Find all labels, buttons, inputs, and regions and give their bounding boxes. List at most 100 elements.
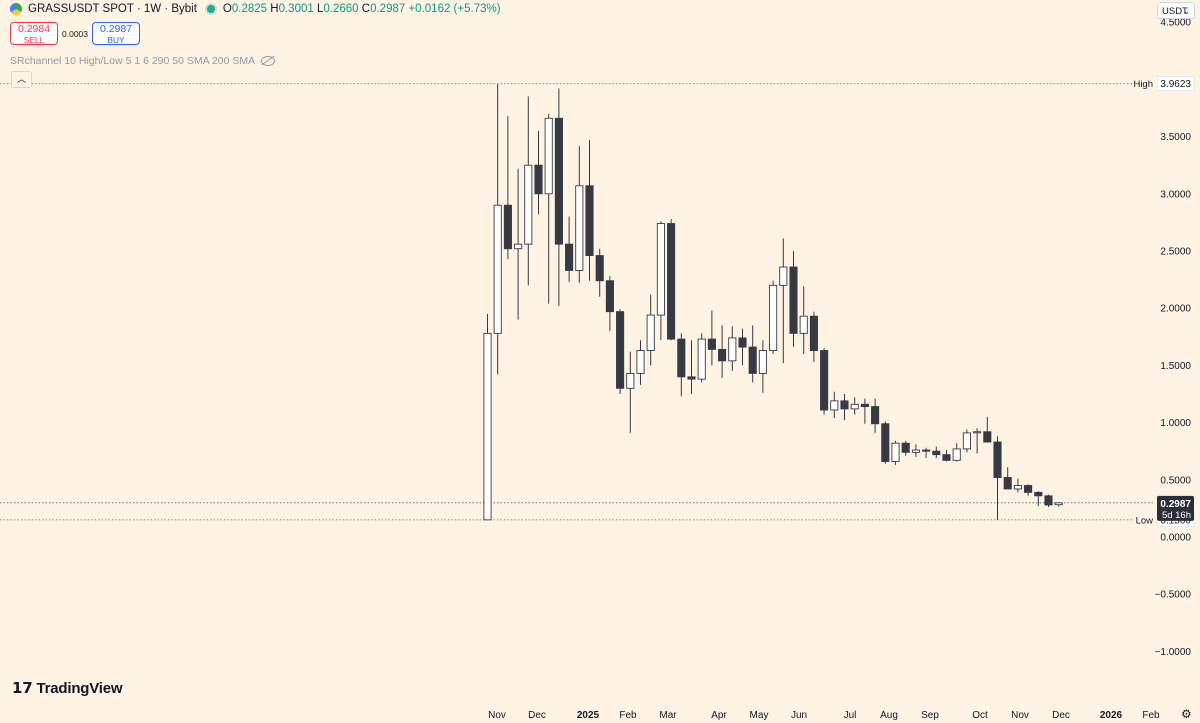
countdown-value: 5d 16h: [1162, 510, 1191, 521]
candle: [493, 83, 502, 375]
candle: [952, 443, 961, 462]
y-tick-label: −1.0000: [1155, 647, 1192, 658]
candle: [565, 216, 574, 282]
candle: [942, 450, 951, 462]
candle-body-down: [616, 311, 625, 389]
candle-body-up: [769, 284, 778, 351]
candle: [993, 436, 1002, 520]
chart-header: GRASSUSDT SPOT · 1W · Bybit O0.2825 H0.3…: [10, 3, 501, 15]
currency-selector[interactable]: USDT ⌄: [1157, 2, 1195, 19]
candle: [769, 280, 778, 354]
eye-hidden-icon[interactable]: [261, 56, 276, 66]
market-status-icon: [206, 5, 215, 13]
indicator-legend[interactable]: SRchannel 10 High/Low 5 1 6 290 50 SMA 2…: [10, 55, 276, 67]
candle: [646, 294, 655, 366]
candle: [830, 391, 839, 419]
y-tick-label: 3.0000: [1160, 189, 1191, 200]
candle: [891, 440, 900, 465]
high-value: 0.3001: [278, 3, 314, 15]
candle-body-down: [687, 376, 696, 380]
candle-body-down: [565, 243, 574, 271]
y-tick-label: −0.5000: [1155, 590, 1192, 601]
candle-body-up: [483, 332, 492, 521]
close-value: 0.2987: [370, 3, 406, 15]
x-tick-label: Dec: [1052, 710, 1070, 721]
x-tick-label: Dec: [528, 710, 546, 721]
candle: [687, 340, 696, 394]
candle-body-down: [922, 449, 931, 452]
tradingview-mark-icon: 𝟭𝟳: [12, 680, 33, 697]
symbol-logo-icon: [10, 3, 22, 15]
candle: [983, 416, 992, 443]
x-tick-label: Jul: [844, 710, 857, 721]
symbol-title[interactable]: GRASSUSDT SPOT · 1W · Bybit: [28, 3, 197, 15]
collapse-legend-button[interactable]: ︿: [11, 71, 32, 88]
candle: [554, 88, 563, 306]
low-marker-label-bg: [1132, 512, 1156, 527]
x-tick-label: Nov: [1011, 710, 1029, 721]
chevron-down-icon: ⌄: [1183, 7, 1190, 16]
candle: [483, 313, 492, 521]
candle-body-up: [952, 448, 961, 461]
x-tick-label: May: [750, 710, 769, 721]
y-tick-label: 2.0000: [1160, 304, 1191, 315]
candles: [483, 83, 1063, 521]
candle-body-down: [942, 454, 951, 461]
current-price-tag-bg: [1157, 495, 1194, 521]
candle-body-up: [779, 266, 788, 286]
sell-button[interactable]: 0.2984 SELL: [10, 22, 58, 45]
candle: [932, 446, 941, 459]
low-marker-label: Low: [1136, 515, 1154, 526]
buy-price: 0.2987: [99, 23, 133, 35]
high-marker-label: High: [1133, 79, 1153, 90]
candle: [973, 428, 982, 454]
y-tick-label: 2.5000: [1160, 247, 1191, 258]
candle-body-down: [554, 117, 563, 245]
candle-body-down: [503, 204, 512, 250]
candle-body-up: [830, 400, 839, 411]
chevron-up-icon: ︿: [16, 74, 26, 84]
candle: [901, 440, 910, 456]
buy-button[interactable]: 0.2987 BUY: [92, 22, 140, 45]
x-tick-label: Aug: [880, 710, 898, 721]
candle-body-up: [962, 432, 971, 450]
candle-body-up: [514, 243, 523, 250]
close-label: C: [361, 3, 371, 15]
candle-body-up: [646, 314, 655, 351]
candle-body-down: [1003, 477, 1012, 490]
candle: [585, 140, 594, 281]
candle: [514, 168, 523, 320]
y-tick-label: 1.0000: [1160, 418, 1191, 429]
candle: [871, 398, 880, 433]
candle: [534, 130, 543, 215]
candle-body-up: [850, 403, 859, 410]
candle: [820, 348, 829, 415]
tradingview-logo[interactable]: 𝟭𝟳 TradingView: [12, 679, 123, 698]
candle-body-down: [534, 164, 543, 195]
candle-body-up: [524, 164, 533, 245]
candle: [616, 309, 625, 394]
gear-icon[interactable]: ⚙: [1181, 707, 1192, 721]
candle-body-down: [718, 348, 727, 362]
candle: [860, 398, 869, 424]
x-tick-label: 2026: [1100, 710, 1123, 721]
candle-body-up: [728, 337, 737, 362]
candle: [524, 96, 533, 286]
candle-body-up: [1054, 502, 1063, 506]
candle: [1044, 494, 1053, 508]
candle-body-up: [656, 223, 665, 316]
candle: [1024, 484, 1033, 496]
candle: [1054, 502, 1063, 507]
sell-price: 0.2984: [17, 23, 51, 35]
y-tick-label: 0.0000: [1160, 533, 1191, 544]
candle: [677, 333, 686, 397]
candle-body-up: [697, 338, 706, 380]
candle: [697, 333, 706, 383]
candle: [1013, 478, 1022, 493]
candle: [789, 251, 798, 348]
candle: [738, 328, 747, 366]
candle: [605, 276, 614, 332]
candle: [544, 113, 553, 304]
